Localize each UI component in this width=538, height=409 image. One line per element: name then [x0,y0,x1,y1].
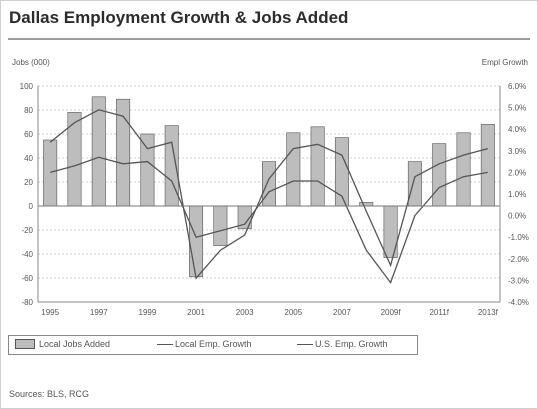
bar-local-jobs-added [359,202,374,207]
x-tick-label: 2001 [187,308,205,317]
left-tick-label: 100 [20,82,34,91]
x-tick-label: 1997 [90,308,108,317]
legend: Local Jobs Added Local Emp. Growth U.S. … [8,335,418,355]
right-tick-label: 4.0% [508,125,526,134]
legend-label: U.S. Emp. Growth [315,339,388,349]
line-series [49,109,488,284]
legend-item-us-emp-growth: U.S. Emp. Growth [297,339,388,349]
legend-label: Local Jobs Added [39,339,111,349]
bar-local-jobs-added [286,132,301,207]
line-local-emp-growth [49,109,488,280]
axes: 100 80 60 40 20 0 -20 -40 -60 -80 6.0% 5.0% 4.0% 3.0%… [20,82,529,317]
source-note: Sources: BLS, RCG [9,389,90,399]
bar-local-jobs-added [456,132,471,207]
right-tick-label: 5.0% [508,104,526,113]
bar-local-jobs-added [407,161,422,207]
bar-series [43,96,495,278]
left-tick-label: -40 [21,250,33,259]
bar-local-jobs-added [43,139,58,207]
x-tick-label: 2003 [236,308,254,317]
left-tick-label: -20 [21,226,33,235]
right-tick-label: 6.0% [508,82,526,91]
right-tick-label: 3.0% [508,147,526,156]
legend-item-local-jobs-added: Local Jobs Added [15,339,110,349]
x-tick-label: 2005 [284,308,302,317]
bar-local-jobs-added [310,126,325,207]
bar-local-jobs-added [213,205,228,246]
right-axis-label: Empl Growth [482,58,528,67]
x-tick-label: 2011f [429,308,449,317]
left-tick-label: 40 [24,154,33,163]
left-axis-label: Jobs (000) [12,58,50,67]
left-tick-label: 80 [24,106,33,115]
x-tick-label: 1995 [41,308,59,317]
right-tick-label: -4.0% [508,298,529,307]
left-tick-label: -60 [21,274,33,283]
legend-bar-swatch [15,339,35,349]
bar-local-jobs-added [140,133,155,207]
left-tick-label: 20 [24,178,33,187]
x-tick-label: 2009f [381,308,402,317]
right-tick-label: -3.0% [508,276,529,285]
legend-item-local-emp-growth: Local Emp. Growth [157,339,252,349]
title-divider [8,38,530,40]
chart-plot: Jobs (000) Empl Growth 100 80 60 40 20 0 -20 -4… [12,58,529,317]
x-tick-label: 2007 [333,308,351,317]
legend-line-swatch [157,343,173,345]
left-tick-label: 60 [24,130,33,139]
left-tick-label: -80 [21,298,33,307]
chart-title: Dallas Employment Growth & Jobs Added [9,8,349,27]
right-tick-label: -1.0% [508,233,529,242]
x-tick-label: 1999 [139,308,157,317]
right-tick-label: -2.0% [508,255,529,264]
bar-local-jobs-added [189,205,204,278]
legend-label: Local Emp. Growth [175,339,252,349]
right-tick-label: 0.0% [508,212,526,221]
right-tick-label: 1.0% [508,190,526,199]
line-us-emp-growth [50,156,488,284]
left-tick-label: 0 [29,202,34,211]
bar-local-jobs-added [432,143,447,207]
bar-local-jobs-added [91,96,106,207]
bar-local-jobs-added [262,161,276,207]
x-tick-label: 2013f [478,308,499,317]
legend-line-swatch [297,343,313,345]
bar-local-jobs-added [480,124,495,207]
right-tick-label: 2.0% [508,168,526,177]
